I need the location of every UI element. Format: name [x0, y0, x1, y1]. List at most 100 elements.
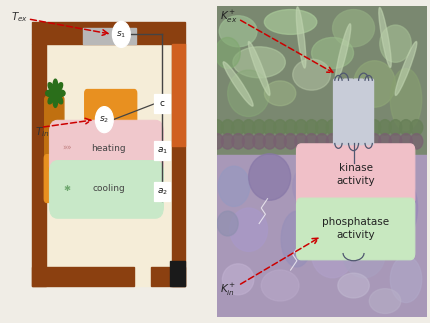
Bar — [32, 267, 134, 286]
Ellipse shape — [379, 120, 391, 135]
FancyBboxPatch shape — [44, 155, 135, 203]
Ellipse shape — [215, 37, 240, 68]
Ellipse shape — [389, 134, 402, 149]
Text: ✱: ✱ — [64, 184, 71, 193]
Ellipse shape — [410, 134, 423, 149]
Text: $T_{in}$: $T_{in}$ — [35, 125, 49, 139]
Ellipse shape — [410, 120, 423, 135]
Circle shape — [52, 88, 59, 99]
Ellipse shape — [359, 158, 390, 196]
Text: c: c — [160, 99, 165, 108]
FancyBboxPatch shape — [364, 79, 374, 145]
Bar — [154, 182, 170, 201]
Ellipse shape — [227, 70, 270, 117]
Ellipse shape — [232, 120, 244, 135]
Ellipse shape — [281, 211, 313, 267]
Bar — [154, 141, 170, 160]
FancyBboxPatch shape — [344, 79, 353, 145]
Text: kinase
activity: kinase activity — [336, 163, 375, 186]
Bar — [32, 44, 46, 286]
Ellipse shape — [293, 59, 331, 90]
Ellipse shape — [379, 134, 391, 149]
Ellipse shape — [337, 120, 349, 135]
Ellipse shape — [222, 264, 254, 295]
Ellipse shape — [249, 154, 291, 200]
Bar — [154, 94, 170, 113]
Ellipse shape — [232, 134, 244, 149]
FancyBboxPatch shape — [334, 79, 344, 145]
Ellipse shape — [379, 7, 391, 68]
Ellipse shape — [296, 7, 306, 68]
FancyBboxPatch shape — [296, 144, 415, 205]
Bar — [32, 44, 185, 286]
Ellipse shape — [368, 120, 381, 135]
FancyBboxPatch shape — [121, 155, 136, 202]
FancyBboxPatch shape — [45, 96, 64, 202]
Text: phosphatase
activity: phosphatase activity — [322, 217, 389, 240]
Ellipse shape — [390, 256, 422, 303]
Ellipse shape — [230, 208, 267, 251]
Ellipse shape — [211, 120, 224, 135]
Bar — [172, 44, 185, 286]
Ellipse shape — [400, 120, 412, 135]
Ellipse shape — [56, 83, 63, 91]
Ellipse shape — [400, 134, 412, 149]
Ellipse shape — [335, 24, 351, 82]
FancyBboxPatch shape — [49, 161, 163, 218]
Bar — [32, 22, 185, 44]
Ellipse shape — [326, 134, 339, 149]
Ellipse shape — [223, 62, 253, 106]
Ellipse shape — [358, 134, 370, 149]
Ellipse shape — [312, 231, 353, 278]
Ellipse shape — [253, 134, 265, 149]
Text: $s_1$: $s_1$ — [116, 29, 126, 40]
Ellipse shape — [347, 120, 360, 135]
Ellipse shape — [324, 168, 362, 217]
Text: $K^+_{ex}$: $K^+_{ex}$ — [220, 9, 238, 26]
Ellipse shape — [316, 120, 329, 135]
Ellipse shape — [274, 134, 286, 149]
Ellipse shape — [217, 211, 238, 236]
Ellipse shape — [53, 97, 58, 107]
Ellipse shape — [274, 120, 286, 135]
Ellipse shape — [284, 120, 297, 135]
Ellipse shape — [56, 95, 63, 104]
Text: $K^+_{in}$: $K^+_{in}$ — [220, 282, 236, 298]
Ellipse shape — [253, 120, 265, 135]
Ellipse shape — [305, 120, 318, 135]
Ellipse shape — [219, 16, 257, 47]
Ellipse shape — [264, 81, 296, 106]
Ellipse shape — [218, 166, 250, 206]
Ellipse shape — [353, 61, 396, 107]
Ellipse shape — [58, 90, 65, 96]
Circle shape — [112, 21, 130, 47]
Bar — [172, 44, 185, 146]
Ellipse shape — [248, 42, 270, 95]
Ellipse shape — [337, 134, 349, 149]
Ellipse shape — [332, 10, 375, 47]
Ellipse shape — [389, 120, 402, 135]
Ellipse shape — [243, 120, 255, 135]
Ellipse shape — [338, 273, 369, 298]
Ellipse shape — [369, 289, 401, 313]
Ellipse shape — [264, 10, 317, 34]
Ellipse shape — [293, 163, 331, 210]
Ellipse shape — [46, 90, 53, 96]
Ellipse shape — [347, 134, 360, 149]
Ellipse shape — [368, 134, 381, 149]
FancyBboxPatch shape — [49, 120, 163, 178]
Ellipse shape — [390, 68, 422, 130]
Circle shape — [95, 107, 113, 133]
Text: $a_1$: $a_1$ — [157, 145, 168, 156]
FancyBboxPatch shape — [86, 128, 136, 145]
Ellipse shape — [395, 42, 417, 95]
Ellipse shape — [263, 120, 276, 135]
Ellipse shape — [386, 177, 418, 239]
Ellipse shape — [380, 25, 411, 62]
Ellipse shape — [48, 83, 54, 91]
Bar — [170, 261, 185, 286]
Ellipse shape — [233, 47, 286, 78]
Ellipse shape — [358, 120, 370, 135]
Ellipse shape — [316, 134, 329, 149]
Text: $T_{ex}$: $T_{ex}$ — [11, 10, 28, 24]
